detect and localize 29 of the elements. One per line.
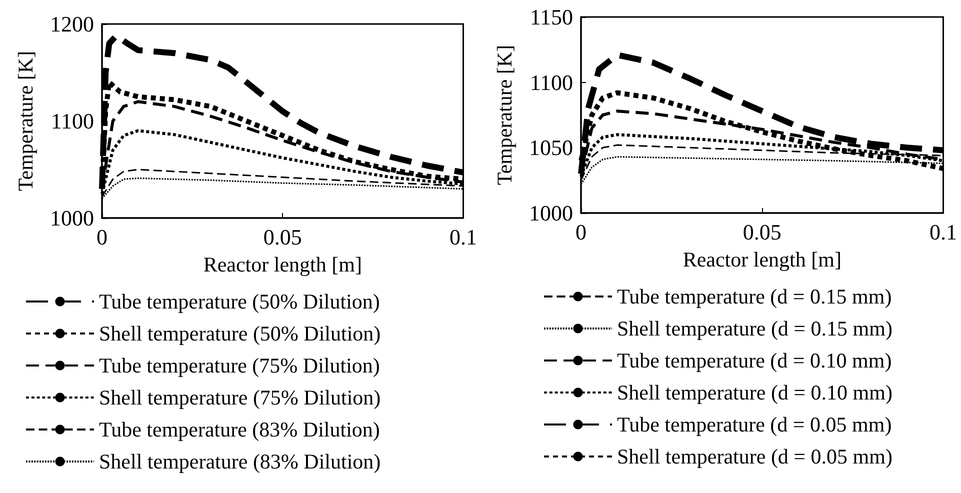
x-axis-title: Reactor length [m] [682, 248, 842, 272]
x-tick-label: 0 [576, 220, 586, 244]
y-tick-label: 1150 [530, 4, 573, 30]
legend-label: Tube temperature (d = 0.10 mm) [617, 348, 892, 372]
legend-label: Tube temperature (50% Dilution) [99, 290, 380, 314]
legend-label: Tube temperature (d = 0.05 mm) [617, 412, 892, 436]
x-tick-label: 0.1 [930, 220, 957, 244]
x-tick-label: 0.05 [742, 220, 782, 244]
y-tick-label: 1000 [50, 206, 94, 230]
legend-label: Shell temperature (75% Dilution) [99, 386, 381, 410]
y-tick-label: 1050 [529, 135, 573, 160]
x-tick-label: 0.1 [450, 224, 477, 250]
y-tick-label: 1100 [530, 70, 573, 95]
x-tick-label: 0.05 [263, 224, 302, 250]
x-tick-label: 0 [96, 224, 108, 250]
y-tick-label: 1000 [529, 200, 573, 226]
y-axis-title: Temperature [K] [492, 44, 516, 186]
x-axis-title: Reactor length [m] [203, 252, 362, 276]
legend-label: Tube temperature (d = 0.15 mm) [617, 284, 892, 308]
legend-label: Shell temperature (83% Dilution) [99, 450, 381, 474]
legend-label: Shell temperature (d = 0.10 mm) [617, 380, 892, 404]
legend-label: Tube temperature (83% Dilution) [99, 418, 380, 442]
y-axis-title: Temperature [K] [14, 50, 38, 192]
legend-label: Shell temperature (d = 0.05 mm) [617, 444, 892, 468]
legend-label: Tube temperature (75% Dilution) [99, 354, 380, 378]
legend-label: Shell temperature (50% Dilution) [99, 322, 381, 346]
legend-label: Shell temperature (d = 0.15 mm) [617, 316, 892, 340]
y-tick-label: 1100 [50, 108, 94, 134]
y-tick-label: 1200 [50, 12, 94, 36]
